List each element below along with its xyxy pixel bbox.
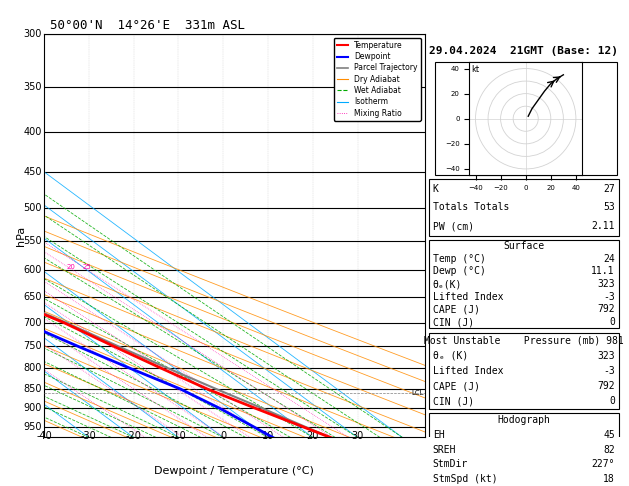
Text: 750: 750	[23, 341, 42, 351]
Text: 650: 650	[23, 293, 42, 302]
Text: 950: 950	[23, 422, 42, 432]
Text: 50°00'N  14°26'E  331m ASL: 50°00'N 14°26'E 331m ASL	[50, 19, 245, 33]
Text: θₑ (K): θₑ (K)	[433, 350, 468, 361]
Text: 0: 0	[609, 397, 615, 406]
Text: 700: 700	[23, 318, 42, 328]
Bar	[429, 332, 619, 409]
Text: 792: 792	[597, 304, 615, 314]
Text: StmSpd (kt): StmSpd (kt)	[433, 473, 498, 484]
Text: Dewpoint / Temperature (°C): Dewpoint / Temperature (°C)	[155, 466, 314, 476]
Text: -20: -20	[126, 431, 142, 441]
Text: -3: -3	[603, 366, 615, 376]
Text: 550: 550	[23, 236, 42, 245]
Text: 25: 25	[82, 264, 91, 270]
Text: 30: 30	[352, 431, 364, 441]
Text: SREH: SREH	[433, 445, 456, 454]
Text: hPa: hPa	[16, 226, 26, 246]
Text: 900: 900	[23, 403, 42, 414]
Text: Hodograph: Hodograph	[498, 416, 550, 425]
Text: 18: 18	[603, 473, 615, 484]
Text: LCL: LCL	[411, 390, 424, 396]
Text: 400: 400	[23, 127, 42, 137]
Bar	[429, 413, 619, 486]
Text: 0: 0	[609, 317, 615, 327]
Text: 20: 20	[67, 264, 75, 270]
Text: -30: -30	[81, 431, 97, 441]
Text: 800: 800	[23, 363, 42, 373]
Text: 792: 792	[597, 381, 615, 391]
Text: 600: 600	[23, 265, 42, 275]
Text: 850: 850	[23, 384, 42, 394]
Text: 300: 300	[23, 29, 42, 39]
Legend: Temperature, Dewpoint, Parcel Trajectory, Dry Adiabat, Wet Adiabat, Isotherm, Mi: Temperature, Dewpoint, Parcel Trajectory…	[334, 38, 421, 121]
Text: 29.04.2024  21GMT (Base: 12): 29.04.2024 21GMT (Base: 12)	[429, 46, 618, 56]
Text: CAPE (J): CAPE (J)	[433, 304, 480, 314]
Text: CIN (J): CIN (J)	[433, 397, 474, 406]
Text: -3: -3	[603, 292, 615, 302]
Text: 227°: 227°	[591, 459, 615, 469]
Text: StmDir: StmDir	[433, 459, 468, 469]
Text: EH: EH	[433, 430, 445, 440]
Text: 323: 323	[597, 350, 615, 361]
Text: CAPE (J): CAPE (J)	[433, 381, 480, 391]
Text: 53: 53	[603, 203, 615, 212]
Text: 323: 323	[597, 279, 615, 289]
Text: θₑ(K): θₑ(K)	[433, 279, 462, 289]
Text: Totals Totals: Totals Totals	[433, 203, 509, 212]
Text: 45: 45	[603, 430, 615, 440]
Text: Lifted Index: Lifted Index	[433, 292, 503, 302]
Text: Most Unstable    Pressure (mb) 981: Most Unstable Pressure (mb) 981	[424, 335, 623, 345]
Text: Lifted Index: Lifted Index	[433, 366, 503, 376]
Text: 500: 500	[23, 203, 42, 213]
Text: 2.11: 2.11	[591, 221, 615, 231]
Text: K: K	[433, 184, 438, 193]
Text: Temp (°C): Temp (°C)	[433, 254, 486, 264]
Text: CIN (J): CIN (J)	[433, 317, 474, 327]
Text: 82: 82	[603, 445, 615, 454]
Text: 0: 0	[220, 431, 226, 441]
Text: 20: 20	[306, 431, 319, 441]
Text: 27: 27	[603, 184, 615, 193]
Bar	[435, 62, 617, 175]
Text: Surface: Surface	[503, 241, 544, 251]
Text: 350: 350	[23, 82, 42, 91]
Text: 11.1: 11.1	[591, 266, 615, 277]
Text: 450: 450	[23, 167, 42, 177]
Text: -10: -10	[170, 431, 186, 441]
Bar	[429, 240, 619, 329]
Text: 10: 10	[262, 431, 274, 441]
Text: Dewp (°C): Dewp (°C)	[433, 266, 486, 277]
Text: 24: 24	[603, 254, 615, 264]
Bar	[429, 179, 619, 236]
Text: kt: kt	[472, 65, 480, 74]
Text: PW (cm): PW (cm)	[433, 221, 474, 231]
Text: -40: -40	[36, 431, 52, 441]
